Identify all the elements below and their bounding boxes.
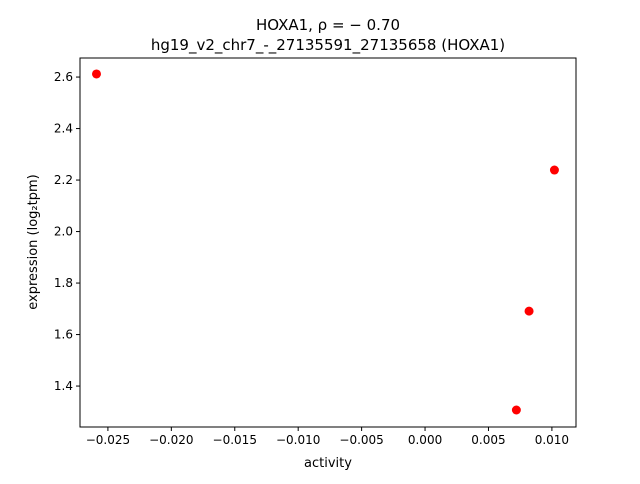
x-tick-label: −0.005 (339, 433, 383, 447)
y-tick-label: 1.4 (54, 379, 73, 393)
chart-title-line2: hg19_v2_chr7_-_27135591_27135658 (HOXA1) (151, 36, 505, 55)
x-tick-label: 0.005 (471, 433, 505, 447)
data-point (91, 69, 101, 79)
x-tick-label: −0.015 (213, 433, 257, 447)
data-point (524, 306, 534, 316)
x-tick-label: 0.000 (408, 433, 442, 447)
x-tick-label: −0.025 (86, 433, 130, 447)
y-tick-label: 2.0 (54, 225, 73, 239)
data-point (511, 405, 521, 415)
y-tick-label: 2.4 (54, 122, 73, 136)
x-axis-label: activity (304, 456, 352, 471)
x-tick-label: 0.010 (535, 433, 569, 447)
data-point (549, 165, 559, 175)
y-tick-label: 2.6 (54, 70, 73, 84)
y-axis-label: expression (log₂tpm) (26, 174, 41, 309)
chart-title-line1: HOXA1, ρ = − 0.70 (256, 16, 400, 34)
x-tick-label: −0.020 (149, 433, 193, 447)
x-tick-label: −0.010 (276, 433, 320, 447)
plot-frame (79, 57, 577, 428)
y-tick-label: 2.2 (54, 173, 73, 187)
y-tick-label: 1.6 (54, 328, 73, 342)
y-tick-label: 1.8 (54, 276, 73, 290)
